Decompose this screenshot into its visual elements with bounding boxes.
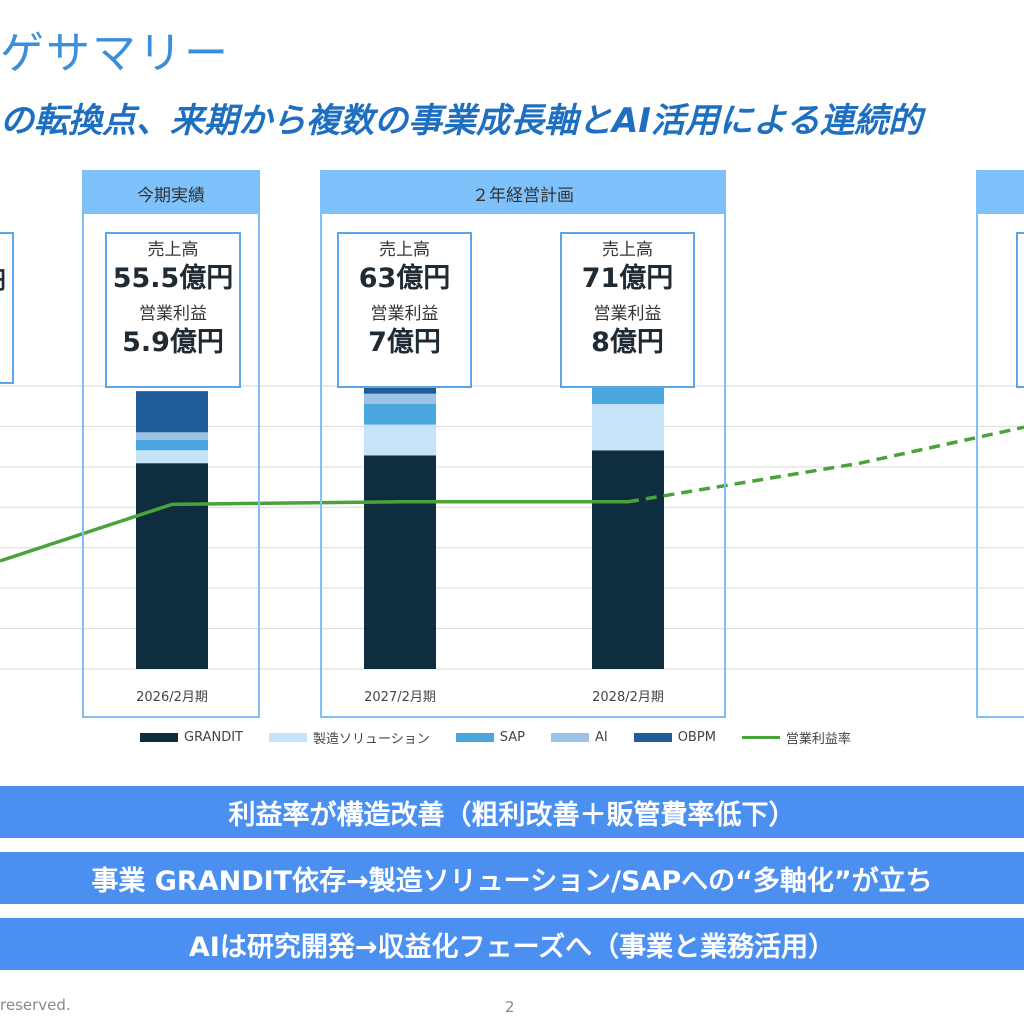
- chart-legend: GRANDIT 製造ソリューション SAP AI OBPM 営業利益率: [140, 726, 900, 748]
- kpi-card-left-partial: 円: [0, 232, 14, 384]
- kpi-op-label: 営業利益: [139, 304, 207, 324]
- period-label-2026: 2026/2月期: [136, 690, 208, 705]
- bar-segment-sap: [364, 404, 436, 425]
- panel-current-header: 今期実績: [84, 172, 258, 214]
- bar-segment-sap: [136, 440, 208, 451]
- kpi-sales-label: 売上高: [602, 240, 653, 260]
- footer-rights: reserved.: [0, 996, 71, 1014]
- legend-item-obpm: OBPM: [633, 729, 716, 745]
- legend-label: AI: [594, 729, 608, 745]
- legend-item-ai: AI: [550, 729, 608, 745]
- summary-band-profit-margin: 利益率が構造改善（粗利改善＋販管費率低下）: [0, 786, 1024, 838]
- legend-item-grandit: GRANDIT: [140, 730, 243, 745]
- op-margin-line-actual: [0, 500, 628, 563]
- legend-swatch: [550, 732, 589, 742]
- bar-segment-ai: [364, 393, 436, 405]
- kpi-card-fy2028: 売上高 71億円 営業利益 8億円: [560, 232, 695, 388]
- page-number: 2: [505, 998, 515, 1016]
- panel-right-partial: [976, 170, 1024, 718]
- kpi-sales-value: 63億円: [358, 263, 451, 294]
- bar-segment-grandit: [364, 455, 436, 669]
- kpi-sales-label: 売上高: [147, 240, 199, 260]
- legend-label: 製造ソリューション: [312, 731, 430, 747]
- legend-item-sap: SAP: [455, 729, 525, 745]
- bar-segment-製造ソリューション: [136, 450, 208, 464]
- bar-segment-製造ソリューション: [364, 424, 436, 456]
- kpi-card-right-partial: [1016, 232, 1024, 388]
- kpi-sales-label: 売上高: [379, 240, 430, 260]
- panel-plan-header: ２年経営計画: [322, 172, 724, 214]
- bar-segment-grandit: [136, 463, 208, 669]
- legend-label: SAP: [499, 729, 525, 745]
- legend-label: GRANDIT: [184, 729, 243, 745]
- kpi-op-value: 7億円: [368, 327, 441, 358]
- panel-two-year-plan: ２年経営計画: [320, 170, 726, 718]
- period-label-2028: 2028/2月期: [592, 690, 664, 705]
- summary-band-diversification: 事業 GRANDIT依存→製造ソリューション/SAPへの“多軸化”が立ち: [0, 852, 1024, 904]
- page-subtitle: の転換点、来期から複数の事業成長軸とAI活用による連続的: [0, 101, 922, 141]
- period-label-2027: 2027/2月期: [364, 690, 436, 705]
- bar-segment-sap: [592, 383, 664, 405]
- legend-swatch: [268, 732, 307, 742]
- kpi-op-value: 8億円: [591, 327, 664, 358]
- panel-right-partial-header: [978, 172, 1024, 214]
- bar-segment-製造ソリューション: [592, 404, 664, 451]
- bar-segment-ai: [136, 432, 208, 441]
- bar-segment-grandit: [592, 450, 664, 669]
- page-title: ゲサマリー: [0, 28, 230, 79]
- op-margin-line-forecast: [627, 425, 1024, 504]
- kpi-op-label: 営業利益: [370, 304, 439, 324]
- legend-label: OBPM: [677, 729, 716, 745]
- legend-line-swatch: [741, 735, 780, 739]
- legend-label: 営業利益率: [785, 731, 851, 747]
- legend-item-manufacturing: 製造ソリューション: [268, 728, 430, 747]
- kpi-sales-value: 55.5億円: [112, 263, 234, 294]
- kpi-op-label: 営業利益: [593, 304, 662, 324]
- legend-swatch: [140, 732, 178, 742]
- legend-swatch: [455, 732, 494, 742]
- kpi-left-partial-value: 円: [0, 268, 6, 292]
- kpi-card-fy2027: 売上高 63億円 営業利益 7億円: [337, 232, 472, 388]
- bar-segment-obpm: [136, 391, 208, 433]
- kpi-op-value: 5.9億円: [122, 327, 224, 358]
- panel-current-results: 今期実績: [82, 170, 260, 718]
- kpi-card-fy2026: 売上高 55.5億円 営業利益 5.9億円: [105, 232, 241, 388]
- kpi-sales-value: 71億円: [581, 263, 674, 294]
- legend-item-op-margin: 営業利益率: [741, 728, 851, 747]
- legend-swatch: [633, 732, 672, 742]
- summary-band-ai-monetization: AIは研究開発→収益化フェーズへ（事業と業務活用）: [0, 918, 1024, 970]
